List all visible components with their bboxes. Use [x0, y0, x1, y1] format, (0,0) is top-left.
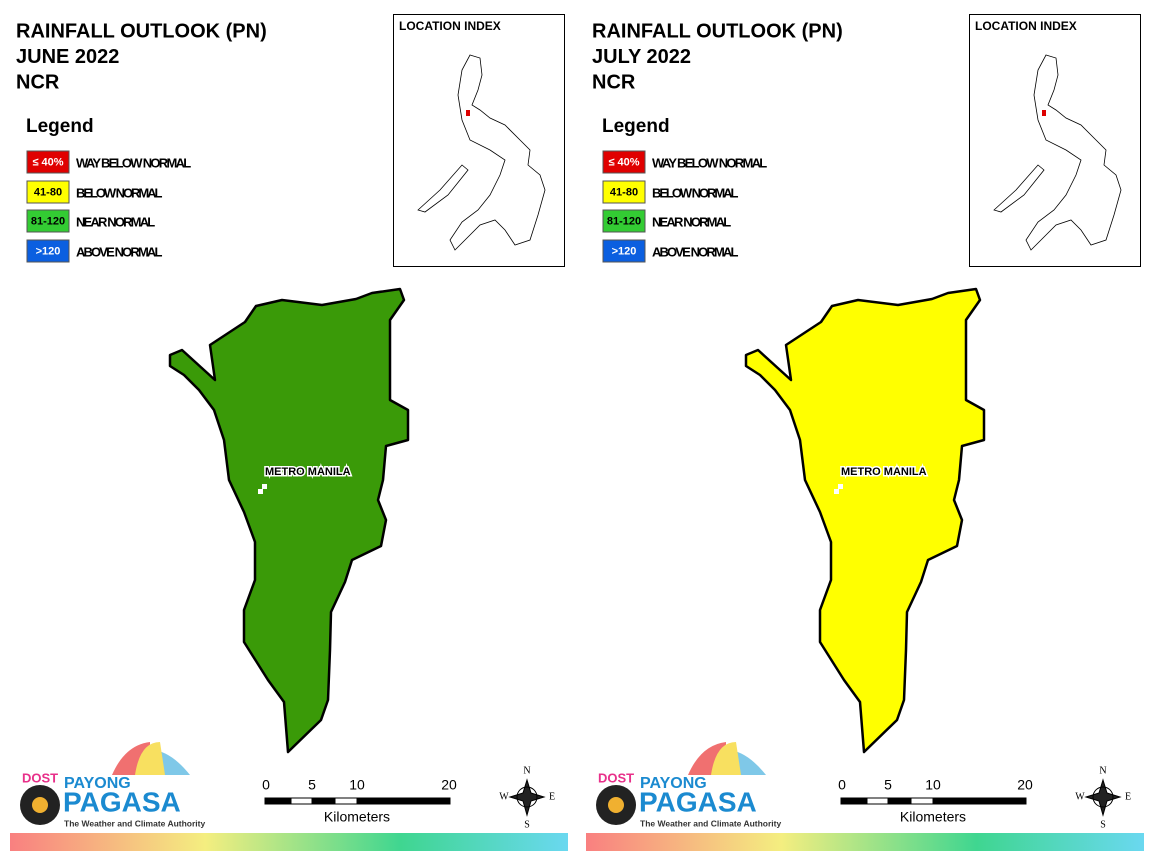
legend-label: ABOVE NORMAL	[652, 244, 738, 259]
color-band	[586, 833, 1144, 851]
location-index-title: LOCATION INDEX	[975, 19, 1077, 33]
legend-swatch	[602, 209, 646, 233]
legend-label: BELOW NORMAL	[652, 185, 738, 200]
scale-segment	[290, 797, 313, 805]
logo-dost: DOST	[598, 770, 634, 785]
title-line: RAINFALL OUTLOOK (PN)	[592, 20, 843, 42]
inset-locator	[466, 110, 470, 116]
scale-segment	[311, 797, 336, 805]
legend-swatch-label: 81-120	[607, 215, 641, 227]
scale-segment	[840, 797, 868, 805]
city-marker	[262, 484, 267, 489]
legend-swatch	[602, 150, 646, 174]
legend-swatch	[26, 180, 70, 204]
scale-segment	[334, 797, 358, 805]
compass-letter: W	[1075, 791, 1085, 802]
legend-swatch	[26, 209, 70, 233]
scale-tick-label: 10	[349, 777, 365, 793]
logo-seal	[32, 797, 48, 813]
inset-map	[993, 54, 1122, 251]
title-line: NCR	[16, 71, 60, 93]
legend-swatch-label: ≤ 40%	[608, 156, 639, 168]
legend-title: Legend	[26, 116, 94, 137]
legend-label: WAY BELOW NORMAL	[76, 155, 191, 170]
legend-title: Legend	[602, 116, 670, 137]
inset-map	[417, 54, 546, 251]
legend-label: WAY BELOW NORMAL	[652, 155, 767, 170]
legend-label: NEAR NORMAL	[76, 214, 155, 229]
compass-letter: E	[1125, 791, 1131, 802]
title-line: JULY 2022	[592, 46, 691, 68]
city-marker	[834, 489, 839, 494]
scale-segment	[887, 797, 912, 805]
scale-tick-label: 5	[884, 777, 892, 793]
location-index-title: LOCATION INDEX	[399, 19, 501, 33]
scale-tick-label: 20	[1017, 777, 1033, 793]
legend-swatch	[26, 150, 70, 174]
title-line: JUNE 2022	[16, 46, 119, 68]
inset-locator	[1042, 110, 1046, 116]
scale-segment	[932, 797, 1027, 805]
logo-tagline: The Weather and Climate Authority	[640, 818, 781, 828]
legend-swatch-label: 41-80	[34, 186, 62, 198]
ncr-region	[744, 287, 986, 754]
logo-seal	[608, 797, 624, 813]
legend-swatch-label: ≤ 40%	[32, 156, 63, 168]
ncr-region	[168, 287, 410, 754]
logo-dost: DOST	[22, 770, 58, 785]
compass-letter: S	[524, 819, 530, 830]
scale-tick-label: 5	[308, 777, 316, 793]
logo-pagasa: PAGASA	[639, 786, 757, 817]
legend-swatch-label: 41-80	[610, 186, 638, 198]
compass-rose	[508, 778, 546, 817]
compass-ring	[1092, 786, 1114, 808]
scale-tick-label: 20	[441, 777, 457, 793]
legend-swatch-label: >120	[612, 245, 637, 257]
legend-swatch	[602, 180, 646, 204]
compass-letter: N	[523, 765, 530, 776]
panel: RAINFALL OUTLOOK (PN) JULY 2022 NCR Legend ≤…	[586, 14, 1144, 851]
city-marker	[258, 489, 263, 494]
scale-segment	[866, 797, 889, 805]
logo-pagasa: PAGASA	[63, 786, 181, 817]
legend-swatch	[602, 239, 646, 263]
title-line: NCR	[592, 71, 636, 93]
logo-payong: PAYONG	[640, 775, 707, 792]
color-band	[10, 833, 568, 851]
scale-unit: Kilometers	[900, 809, 966, 825]
legend-swatch	[26, 239, 70, 263]
city-marker	[838, 484, 843, 489]
compass-letter: S	[1100, 819, 1106, 830]
compass-rose	[1084, 778, 1122, 817]
logo-tagline: The Weather and Climate Authority	[64, 818, 205, 828]
compass-letter: N	[1099, 765, 1106, 776]
scale-segment	[910, 797, 934, 805]
scale-unit: Kilometers	[324, 809, 390, 825]
legend-label: NEAR NORMAL	[652, 214, 731, 229]
logo-payong: PAYONG	[64, 775, 131, 792]
legend-label: ABOVE NORMAL	[76, 244, 162, 259]
map-label: METRO MANILA	[265, 466, 351, 478]
scale-segment	[264, 797, 292, 805]
scale-tick-label: 0	[262, 777, 270, 793]
scale-tick-label: 0	[838, 777, 846, 793]
legend-swatch-label: >120	[36, 245, 61, 257]
logo-umbrella	[711, 742, 741, 775]
legend-label: BELOW NORMAL	[76, 185, 162, 200]
scale-tick-label: 10	[925, 777, 941, 793]
map-label: METRO MANILA	[841, 466, 927, 478]
compass-ring	[516, 786, 538, 808]
logo-umbrella	[135, 742, 165, 775]
title-line: RAINFALL OUTLOOK (PN)	[16, 20, 267, 42]
legend-swatch-label: 81-120	[31, 215, 65, 227]
compass-letter: W	[499, 791, 509, 802]
compass-letter: E	[549, 791, 555, 802]
scale-segment	[356, 797, 451, 805]
panel: RAINFALL OUTLOOK (PN) JUNE 2022 NCR Legend ≤…	[10, 14, 568, 851]
